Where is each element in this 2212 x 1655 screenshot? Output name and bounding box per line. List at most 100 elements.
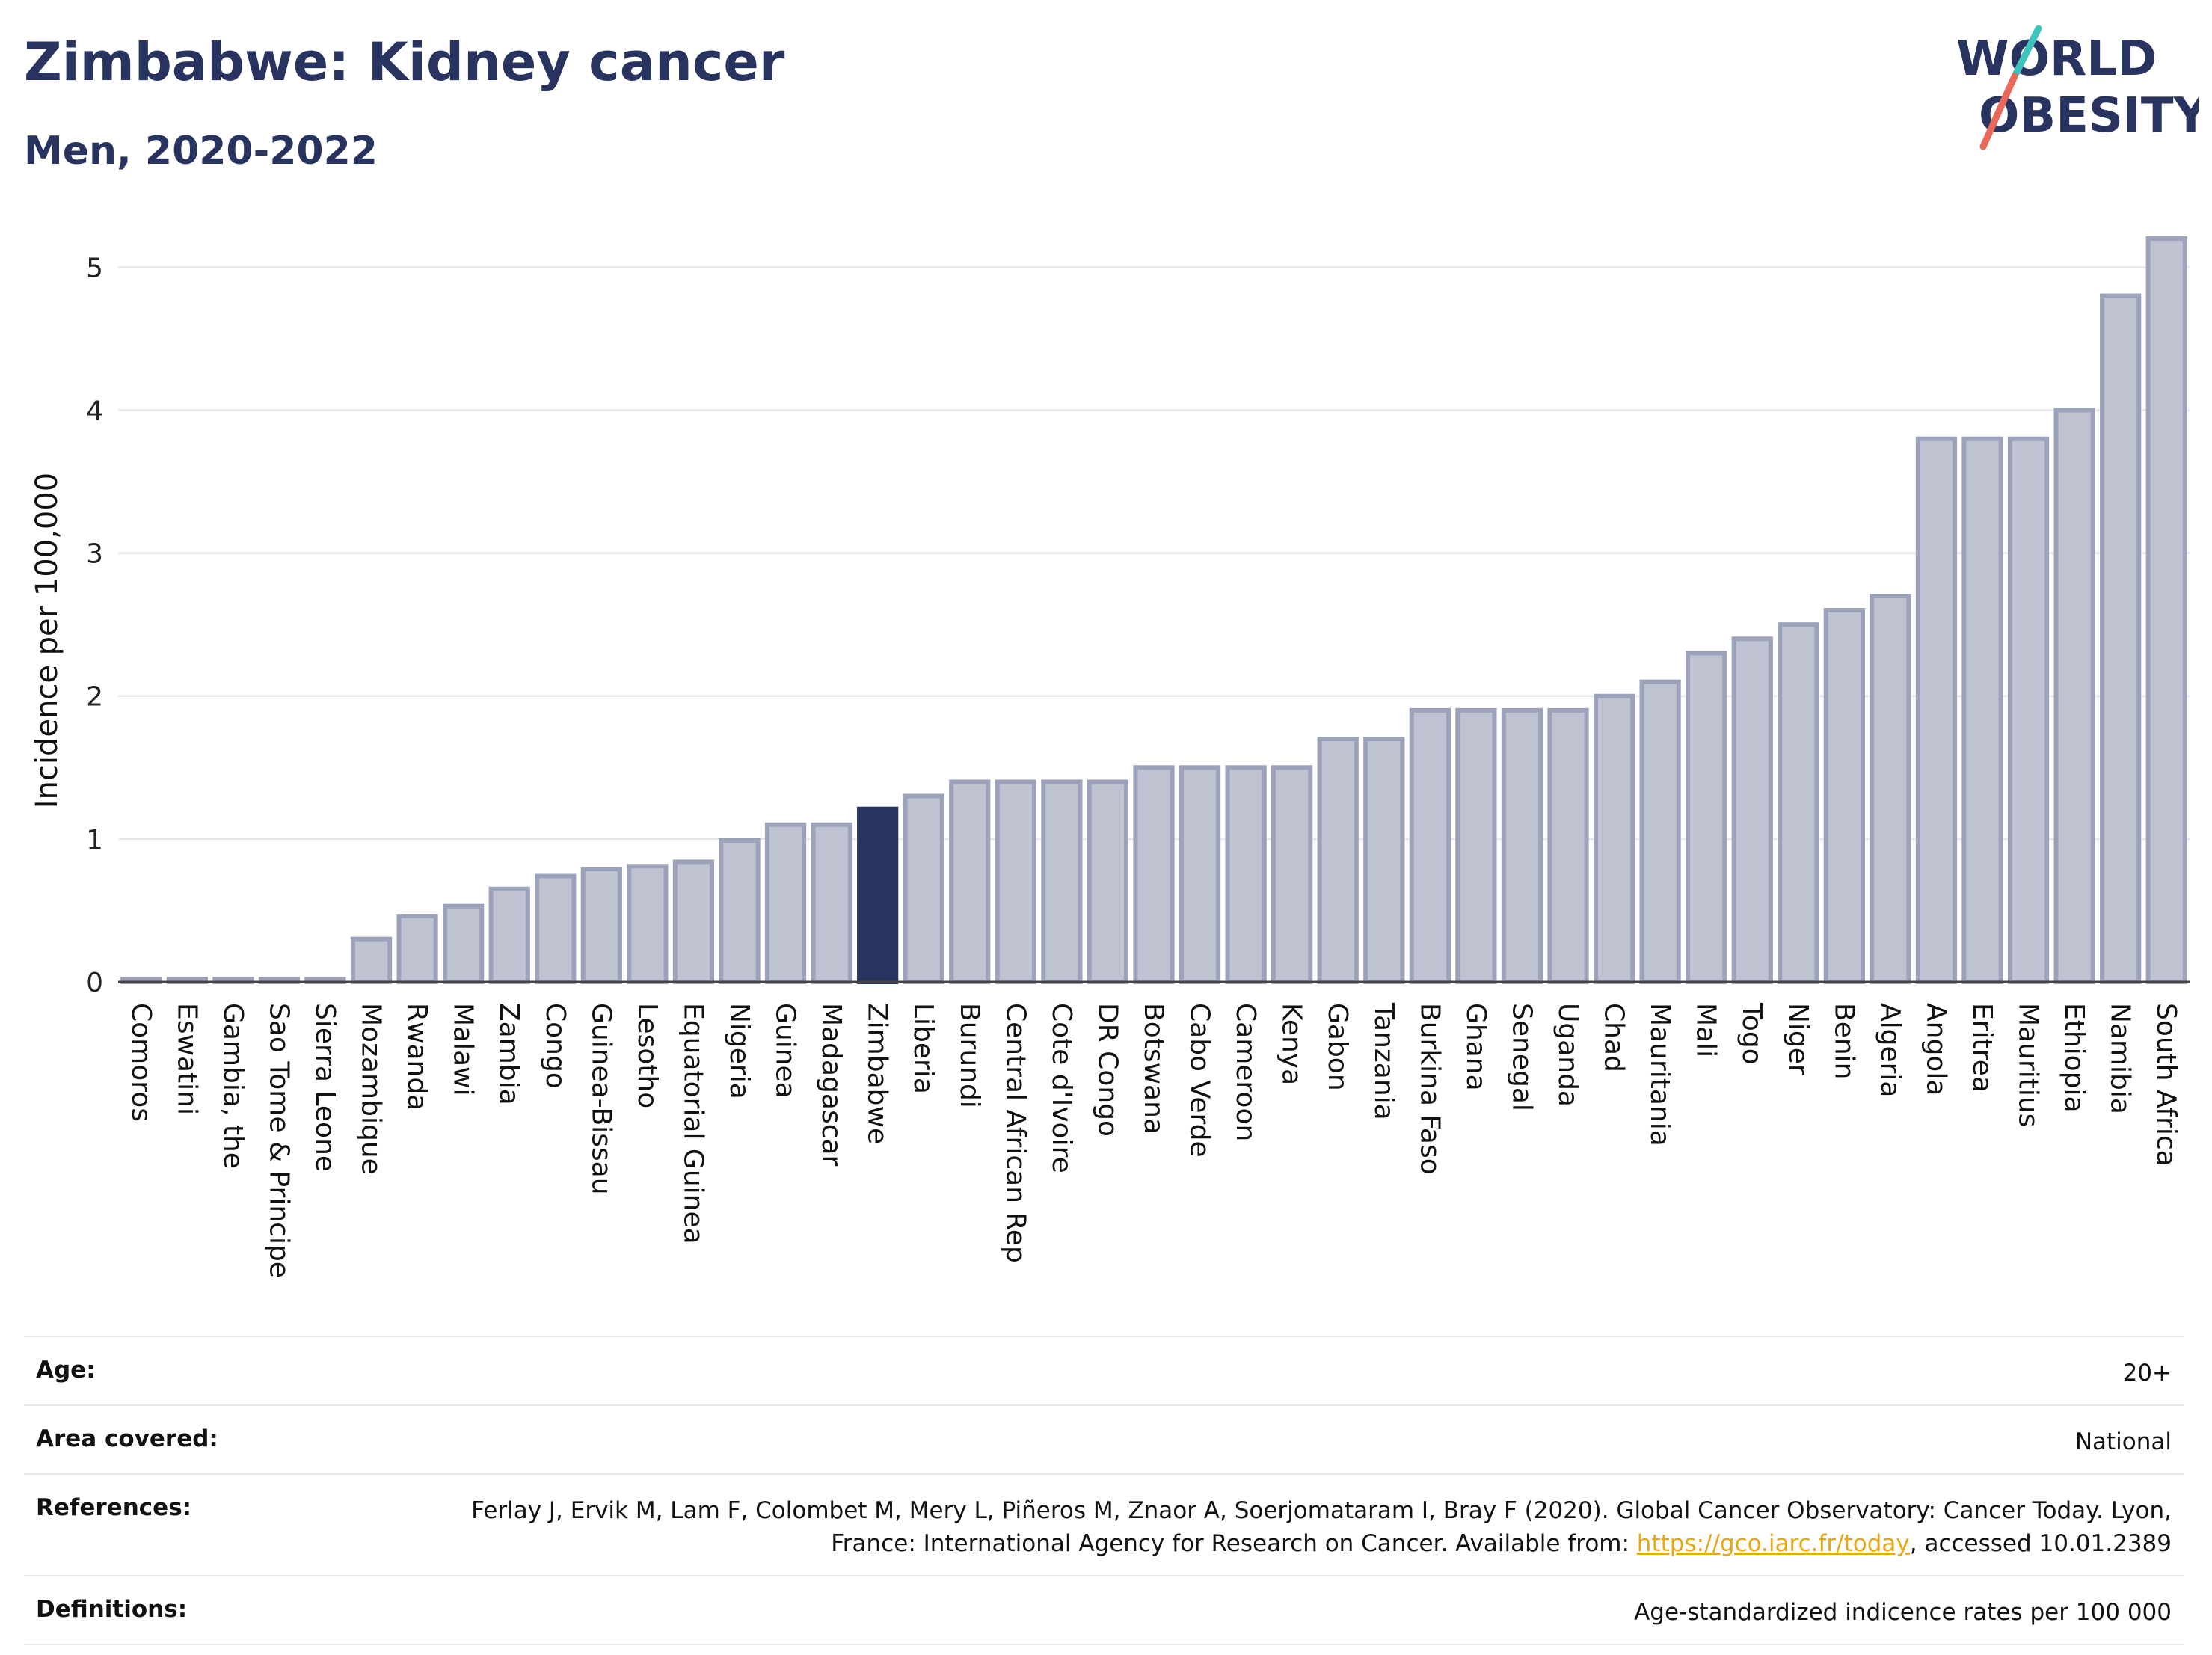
bar-mauritius	[2007, 436, 2050, 984]
logo-line-world: WORLD	[1956, 31, 2157, 87]
x-tick-label: Burkina Faso	[1414, 1003, 1445, 1175]
metadata-table: Age: 20+ Area covered: National Referenc…	[24, 1336, 2184, 1645]
bar-kenya	[1271, 765, 1313, 984]
y-tick-label: 4	[86, 396, 103, 426]
meta-area-value: National	[2074, 1428, 2172, 1455]
x-tick-label: Equatorial Guinea	[678, 1003, 708, 1244]
bar-niger	[1778, 622, 1819, 984]
x-tick-label: Mozambique	[356, 1003, 387, 1175]
x-tick-label: Sao Tome & Principe	[263, 1003, 294, 1278]
world-obesity-logo: WORLD OBESITY	[1956, 25, 2199, 150]
bar-mali	[1686, 651, 1727, 984]
bar-malawi	[443, 903, 485, 984]
x-tick-label: Congo	[540, 1003, 571, 1089]
x-tick-label: Tanzania	[1368, 1002, 1399, 1120]
bar-angola	[1915, 436, 1958, 984]
bar-rwanda	[396, 914, 438, 984]
meta-ref-text-1: Ferlay J, Ervik M, Lam F, Colombet M, Me…	[471, 1497, 2172, 1557]
bar-nigeria	[719, 838, 761, 985]
x-tick-label: Mauritania	[1644, 1003, 1675, 1146]
bar-congo	[535, 873, 577, 984]
bar-zimbabwe	[857, 806, 899, 985]
bar-equatorial-guinea	[672, 859, 715, 985]
meta-age-value: 20+	[2122, 1360, 2172, 1387]
x-tick-label: Liberia	[908, 1003, 938, 1094]
x-tick-label: Zambia	[494, 1003, 524, 1105]
bar-south-africa	[2145, 236, 2187, 984]
meta-def-label: Definitions:	[36, 1596, 188, 1623]
meta-row-age: Age: 20+	[24, 1336, 2184, 1404]
y-tick-label: 1	[86, 825, 103, 856]
x-tick-label: Angola	[1920, 1003, 1951, 1096]
bar-cabo-verde	[1179, 765, 1221, 984]
meta-age-label: Age:	[36, 1357, 96, 1384]
meta-row-area: Area covered: National	[24, 1404, 2184, 1473]
x-tick-label: Burundi	[954, 1003, 985, 1108]
x-tick-label: DR Congo	[1092, 1003, 1122, 1137]
logo-slash-teal	[2012, 25, 2042, 77]
logo-line-obesity: OBESITY	[1979, 88, 2199, 144]
x-tick-label: Madagascar	[816, 1003, 847, 1167]
x-tick-label: Uganda	[1552, 1003, 1583, 1107]
bar-ghana	[1455, 707, 1497, 984]
y-tick-label: 0	[86, 968, 103, 998]
y-tick-label: 2	[86, 682, 103, 713]
bar-botswana	[1133, 765, 1175, 984]
bar-mozambique	[350, 936, 393, 985]
x-tick-label: Cameroon	[1230, 1003, 1261, 1141]
x-tick-label: Cote d'Ivoire	[1046, 1003, 1077, 1173]
bar-namibia	[2100, 293, 2142, 984]
x-tick-label: Gabon	[1322, 1003, 1353, 1091]
bar-guinea	[764, 822, 807, 985]
bar-benin	[1823, 608, 1865, 984]
bar-eritrea	[1961, 436, 2003, 984]
bar-ethiopia	[2053, 408, 2095, 984]
x-tick-label: Algeria	[1875, 1003, 1905, 1098]
logo-slash-coral	[1979, 73, 2018, 150]
bar-gabon	[1317, 737, 1359, 985]
meta-area-label: Area covered:	[36, 1425, 218, 1452]
bar-togo	[1731, 636, 1773, 984]
x-tick-label: Cabo Verde	[1185, 1003, 1215, 1158]
x-tick-label: Guinea-Bissau	[586, 1003, 616, 1195]
chart-subtitle: Men, 2020-2022	[24, 129, 378, 174]
x-tick-label: Senegal	[1506, 1003, 1537, 1111]
y-tick-label: 5	[86, 253, 103, 283]
bar-chart: 0 1 2 3 4 5 Comoros Eswatini Gambia, the Sao Tom…	[30, 236, 2190, 1278]
bar-madagascar	[811, 822, 852, 985]
meta-ref-label: References:	[36, 1494, 192, 1521]
bar-cameroon	[1225, 765, 1267, 984]
x-tick-label: Eswatini	[171, 1003, 202, 1115]
bar-algeria	[1870, 593, 1911, 984]
x-tick-label: Togo	[1736, 1002, 1767, 1065]
chart-title: Zimbabwe: Kidney cancer	[24, 31, 785, 93]
x-axis-ticks: Comoros Eswatini Gambia, the Sao Tome & Pri…	[126, 1002, 2181, 1278]
reference-link[interactable]: https://gco.iarc.fr/today	[1636, 1530, 1910, 1557]
meta-ref-text-2: , accessed 10.01.2389	[1909, 1530, 2172, 1557]
bar-central-african-rep	[995, 779, 1036, 984]
bar-chad	[1593, 693, 1635, 984]
bar-burundi	[949, 779, 991, 984]
x-tick-label: Guinea	[770, 1003, 801, 1099]
x-tick-label: Niger	[1783, 1003, 1813, 1075]
x-tick-label: Nigeria	[724, 1003, 755, 1099]
x-tick-label: Namibia	[2105, 1003, 2136, 1114]
y-tick-label: 3	[86, 539, 103, 570]
bar-guinea-bissau	[580, 867, 622, 984]
bar-liberia	[903, 793, 944, 985]
x-tick-label: Malawi	[448, 1003, 479, 1096]
bar-burkina-faso	[1409, 707, 1451, 984]
meta-row-references: References: Ferlay J, Ervik M, Lam F, Co…	[24, 1473, 2184, 1575]
bar-zambia	[488, 886, 530, 985]
bar-tanzania	[1363, 737, 1405, 985]
bar-dr-congo	[1087, 779, 1129, 984]
x-tick-label: Rwanda	[402, 1003, 432, 1111]
x-tick-label: Kenya	[1276, 1003, 1307, 1085]
x-tick-label: Mauritius	[2013, 1003, 2044, 1127]
bars-layer	[120, 236, 2187, 985]
x-tick-label: Mali	[1691, 1003, 1721, 1057]
x-tick-label: Botswana	[1138, 1003, 1169, 1134]
bar-senegal	[1501, 707, 1543, 984]
bar-uganda	[1547, 707, 1589, 984]
y-axis-label: Incidence per 100,000	[30, 473, 64, 809]
